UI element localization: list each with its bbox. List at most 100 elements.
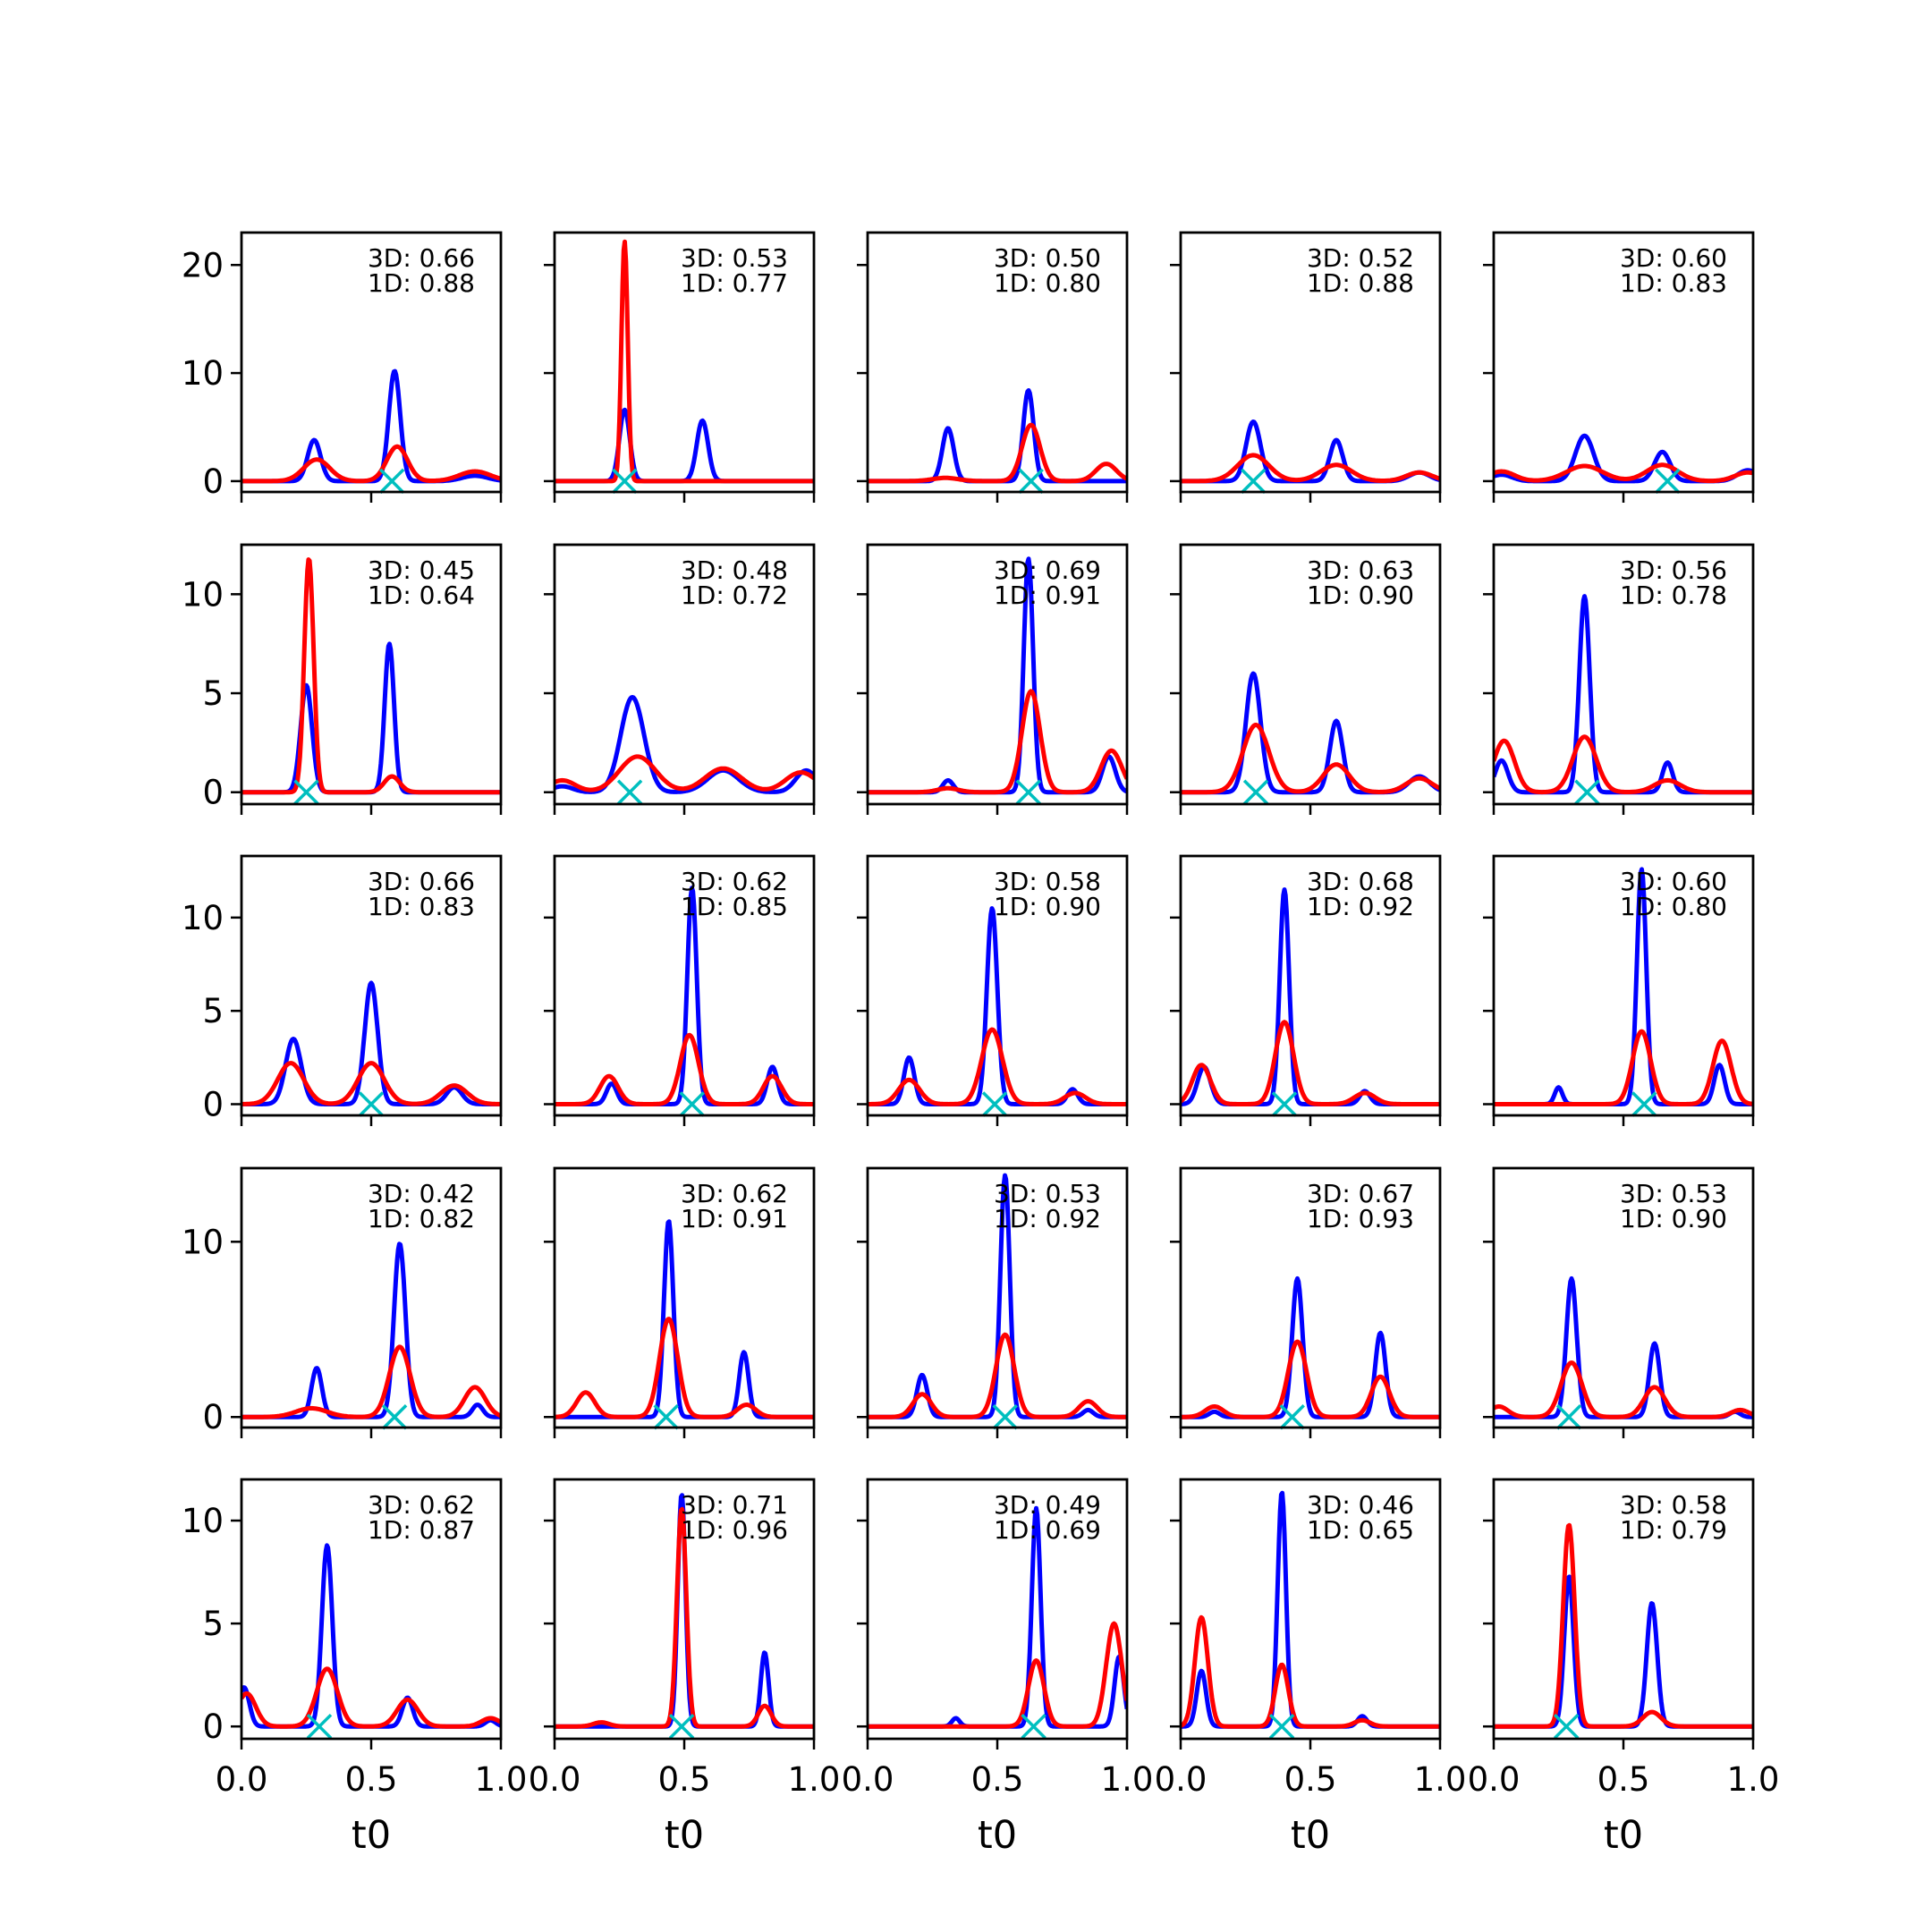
x-marker bbox=[1555, 1404, 1582, 1430]
score-annotation: 3D: 0.49 bbox=[994, 1490, 1101, 1520]
red-series-line bbox=[242, 444, 501, 484]
score-annotation: 1D: 0.91 bbox=[681, 1204, 788, 1233]
red-series-line bbox=[868, 1621, 1127, 1729]
score-annotation: 1D: 0.90 bbox=[1620, 1204, 1727, 1233]
y-tick-label: 5 bbox=[202, 992, 224, 1030]
y-tick-label: 10 bbox=[182, 575, 224, 614]
x-tick-label: 0.5 bbox=[971, 1760, 1024, 1799]
score-annotation: 3D: 0.62 bbox=[681, 1179, 788, 1208]
red-series-line bbox=[555, 239, 814, 484]
score-annotation: 3D: 0.60 bbox=[1620, 243, 1727, 273]
score-annotation: 3D: 0.53 bbox=[994, 1179, 1101, 1208]
blue-series-line bbox=[1181, 1275, 1440, 1419]
blue-series-line bbox=[1181, 419, 1440, 484]
score-annotation: 3D: 0.56 bbox=[1620, 555, 1727, 585]
score-annotation: 1D: 0.83 bbox=[368, 892, 475, 921]
score-annotation: 3D: 0.60 bbox=[1620, 867, 1727, 896]
blue-series-line bbox=[1494, 433, 1753, 484]
blue-series-line bbox=[868, 906, 1127, 1106]
score-annotation: 3D: 0.48 bbox=[681, 555, 788, 585]
red-series-line bbox=[1181, 1614, 1440, 1729]
blue-series-line bbox=[242, 369, 501, 484]
red-series-line bbox=[555, 1032, 814, 1106]
score-annotation: 3D: 0.50 bbox=[994, 243, 1101, 273]
x-marker bbox=[679, 1091, 705, 1117]
x-tick-label: 1.0 bbox=[1101, 1760, 1154, 1799]
score-annotation: 1D: 0.77 bbox=[681, 268, 788, 298]
red-series-line bbox=[242, 1061, 501, 1106]
score-annotation: 3D: 0.58 bbox=[1620, 1490, 1727, 1520]
blue-series-line bbox=[868, 388, 1127, 484]
x-tick-label: 0.0 bbox=[1468, 1760, 1521, 1799]
x-tick-label: 0.5 bbox=[1597, 1760, 1650, 1799]
x-marker bbox=[1553, 1713, 1580, 1740]
red-series-line bbox=[555, 1506, 814, 1729]
score-annotation: 1D: 0.90 bbox=[994, 892, 1101, 921]
x-marker bbox=[1655, 468, 1681, 495]
y-tick-label: 10 bbox=[182, 354, 224, 393]
red-series-line bbox=[1494, 734, 1753, 795]
score-annotation: 3D: 0.58 bbox=[994, 867, 1101, 896]
x-marker bbox=[1268, 1713, 1295, 1740]
red-series-line bbox=[242, 1666, 501, 1729]
x-tick-label: 1.0 bbox=[475, 1760, 528, 1799]
score-annotation: 3D: 0.66 bbox=[368, 867, 475, 896]
score-annotation: 1D: 0.64 bbox=[368, 580, 475, 610]
x-marker bbox=[1021, 1713, 1046, 1740]
score-annotation: 3D: 0.53 bbox=[1620, 1179, 1727, 1208]
x-tick-label: 0.0 bbox=[842, 1760, 894, 1799]
score-annotation: 3D: 0.69 bbox=[994, 555, 1101, 585]
x-marker bbox=[616, 779, 643, 805]
x-marker bbox=[358, 1091, 385, 1117]
y-tick-label: 10 bbox=[182, 1502, 224, 1540]
blue-series-line bbox=[1494, 1275, 1753, 1419]
x-axis-label: t0 bbox=[1291, 1813, 1330, 1858]
blue-series-line bbox=[242, 641, 501, 795]
x-marker bbox=[1015, 779, 1042, 805]
score-annotation: 1D: 0.88 bbox=[1307, 268, 1414, 298]
y-tick-label: 0 bbox=[202, 1398, 224, 1436]
score-annotation: 1D: 0.85 bbox=[681, 892, 788, 921]
red-series-line bbox=[1181, 723, 1440, 795]
red-series-line bbox=[1181, 1339, 1440, 1419]
score-annotation: 1D: 0.87 bbox=[368, 1515, 475, 1545]
x-tick-label: 0.5 bbox=[345, 1760, 398, 1799]
y-tick-label: 0 bbox=[202, 462, 224, 501]
red-series-line bbox=[555, 754, 814, 792]
score-annotation: 3D: 0.71 bbox=[681, 1490, 788, 1520]
score-annotation: 1D: 0.90 bbox=[1307, 580, 1414, 610]
y-tick-label: 0 bbox=[202, 1707, 224, 1746]
red-series-line bbox=[868, 1027, 1127, 1106]
blue-series-line bbox=[1181, 671, 1440, 795]
x-axis-label: t0 bbox=[1604, 1813, 1643, 1858]
x-marker bbox=[1631, 1091, 1657, 1117]
blue-series-line bbox=[1181, 887, 1440, 1106]
x-marker bbox=[293, 779, 319, 805]
x-marker bbox=[1271, 1091, 1298, 1117]
x-tick-label: 0.5 bbox=[658, 1760, 711, 1799]
score-annotation: 1D: 0.79 bbox=[1620, 1515, 1727, 1545]
x-tick-label: 0.5 bbox=[1284, 1760, 1337, 1799]
x-marker bbox=[1018, 468, 1044, 495]
blue-series-line bbox=[555, 695, 814, 794]
x-marker bbox=[1240, 468, 1267, 495]
blue-series-line bbox=[242, 1543, 501, 1729]
y-tick-label: 10 bbox=[182, 1223, 224, 1261]
